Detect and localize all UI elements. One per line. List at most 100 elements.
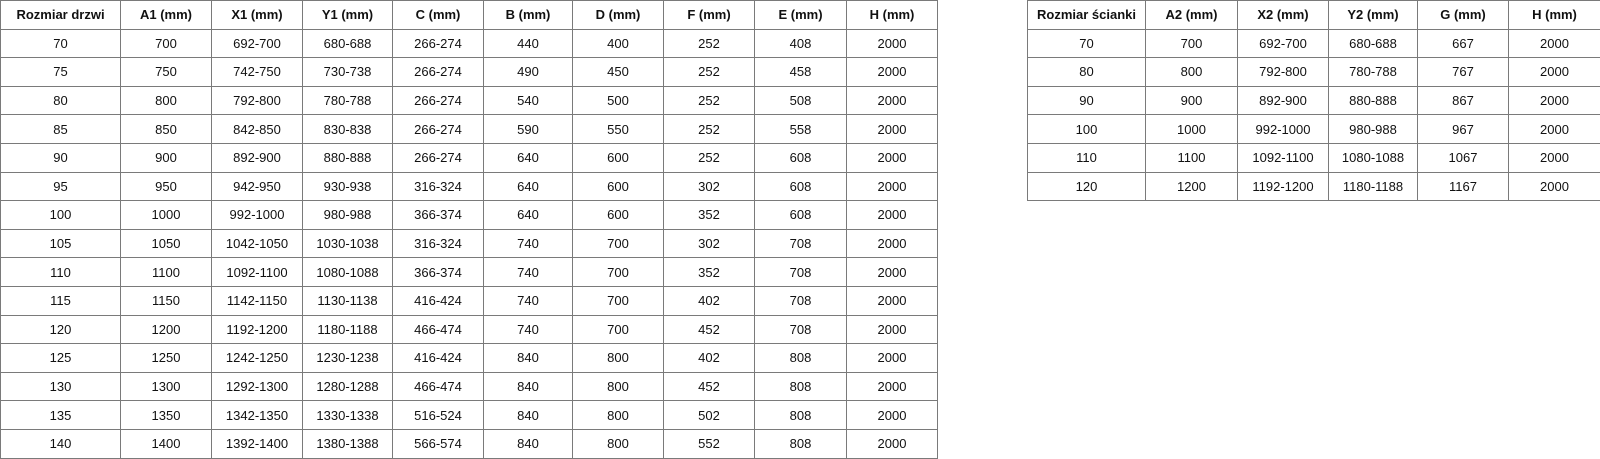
table-cell: 808 (754, 428, 847, 459)
table-cell: 700 (572, 228, 664, 259)
column-header: Y2 (mm) (1328, 0, 1418, 30)
table-cell: 892-900 (211, 142, 303, 173)
table-cell: 1200 (120, 314, 212, 345)
table-cell: 252 (663, 85, 755, 116)
table-cell: 540 (483, 85, 573, 116)
table-cell: 90 (0, 142, 121, 173)
table-cell: 740 (483, 257, 573, 287)
table-cell: 640 (483, 142, 573, 173)
table-cell: 2000 (846, 371, 938, 402)
table-cell: 500 (572, 85, 664, 116)
table-cell: 780-788 (302, 85, 393, 116)
table-cell: 700 (572, 285, 664, 316)
table-row: 110 1100 1092-1100 1080-1088 1067 2000 (1027, 142, 1600, 173)
table-cell: 2000 (846, 28, 938, 59)
table-cell: 416-424 (392, 343, 484, 373)
table-cell: 608 (754, 200, 847, 230)
table-cell: 110 (0, 257, 121, 287)
table-cell: 2000 (846, 400, 938, 430)
table-cell: 458 (754, 57, 847, 87)
table-row: 75 750 742-750 730-738 266-274 490 450 252 458 20… (0, 57, 938, 87)
table-cell: 708 (754, 285, 847, 316)
table-cell: 840 (483, 428, 573, 459)
table-cell: 566-574 (392, 428, 484, 459)
table-cell: 80 (1027, 57, 1146, 87)
table-cell: 692-700 (1237, 28, 1329, 59)
table-cell: 640 (483, 171, 573, 202)
table-cell: 1142-1150 (211, 285, 303, 316)
table-cell: 1180-1188 (1328, 171, 1418, 202)
table-cell: 1000 (120, 200, 212, 230)
table-cell: 400 (572, 28, 664, 59)
table-cell: 1200 (1145, 171, 1238, 202)
table-cell: 252 (663, 142, 755, 173)
table-row: 100 1000 992-1000 980-988 366-374 640 600 352 60… (0, 200, 938, 230)
table-cell: 2000 (846, 200, 938, 230)
table-cell: 1380-1388 (302, 428, 393, 459)
table-cell: 792-800 (211, 85, 303, 116)
table-cell: 667 (1417, 28, 1509, 59)
wall-dimensions-table: Rozmiar ścianki A2 (mm) X2 (mm) Y2 (mm) G (m… (1027, 0, 1600, 202)
table-cell: 558 (754, 114, 847, 144)
table-cell: 700 (120, 28, 212, 59)
table-row: 120 1200 1192-1200 1180-1188 466-474 740 700 45… (0, 314, 938, 345)
table-cell: 440 (483, 28, 573, 59)
table-cell: 708 (754, 228, 847, 259)
table-cell: 95 (0, 171, 121, 202)
table-cell: 416-424 (392, 285, 484, 316)
column-header: X2 (mm) (1237, 0, 1329, 30)
table-cell: 867 (1417, 85, 1509, 116)
table-cell: 550 (572, 114, 664, 144)
table-cell: 1192-1200 (211, 314, 303, 345)
column-header: H (mm) (1508, 0, 1600, 30)
table-cell: 1300 (120, 371, 212, 402)
table-cell: 800 (572, 371, 664, 402)
table-cell: 1000 (1145, 114, 1238, 144)
table-row: 90 900 892-900 880-888 266-274 640 600 252 608 20… (0, 142, 938, 173)
table-cell: 252 (663, 28, 755, 59)
table-cell: 680-688 (302, 28, 393, 59)
table-cell: 135 (0, 400, 121, 430)
table-cell: 992-1000 (211, 200, 303, 230)
table-cell: 2000 (1508, 57, 1600, 87)
table-cell: 608 (754, 171, 847, 202)
table-cell: 2000 (846, 285, 938, 316)
table-cell: 750 (120, 57, 212, 87)
table-cell: 352 (663, 200, 755, 230)
column-header: H (mm) (846, 0, 938, 30)
table-cell: 466-474 (392, 314, 484, 345)
table-cell: 830-838 (302, 114, 393, 144)
table-cell: 100 (0, 200, 121, 230)
table-cell: 402 (663, 343, 755, 373)
table-cell: 880-888 (302, 142, 393, 173)
column-header: Y1 (mm) (302, 0, 393, 30)
table-cell: 508 (754, 85, 847, 116)
column-header: Rozmiar ścianki (1027, 0, 1146, 30)
table-cell: 452 (663, 314, 755, 345)
table-cell: 266-274 (392, 142, 484, 173)
table-cell: 452 (663, 371, 755, 402)
table-cell: 700 (572, 257, 664, 287)
column-header: E (mm) (754, 0, 847, 30)
table-cell: 130 (0, 371, 121, 402)
table-cell: 1167 (1417, 171, 1509, 202)
table-row: 115 1150 1142-1150 1130-1138 416-424 740 700 40… (0, 285, 938, 316)
table-cell: 1030-1038 (302, 228, 393, 259)
table-cell: 840 (483, 343, 573, 373)
table-cell: 70 (1027, 28, 1146, 59)
table-cell: 740 (483, 314, 573, 345)
table-cell: 842-850 (211, 114, 303, 144)
table-cell: 266-274 (392, 114, 484, 144)
table-cell: 302 (663, 228, 755, 259)
table-cell: 115 (0, 285, 121, 316)
table-cell: 708 (754, 257, 847, 287)
table-header-row: Rozmiar drzwi A1 (mm) X1 (mm) Y1 (mm) C (mm)… (0, 0, 938, 30)
table-cell: 740 (483, 285, 573, 316)
table-cell: 408 (754, 28, 847, 59)
table-row: 140 1400 1392-1400 1380-1388 566-574 840 800 55… (0, 428, 938, 459)
table-cell: 366-374 (392, 200, 484, 230)
table-cell: 942-950 (211, 171, 303, 202)
table-cell: 70 (0, 28, 121, 59)
table-cell: 840 (483, 371, 573, 402)
table-cell: 366-374 (392, 257, 484, 287)
